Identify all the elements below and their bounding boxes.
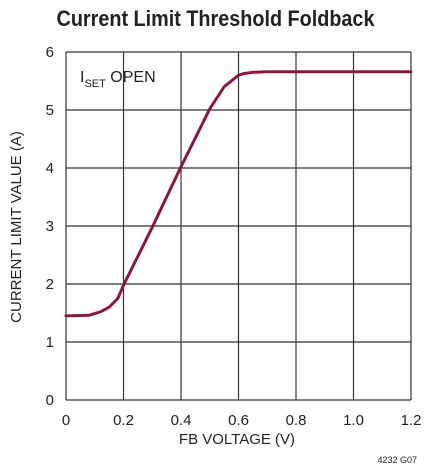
y-tick-label: 5 (46, 102, 54, 119)
y-tick-label: 6 (46, 44, 54, 61)
tick-labels: 0 0.2 0.4 0.6 0.8 1.0 1.2 0 1 2 3 4 5 6 (46, 44, 422, 429)
x-tick-label: 0.4 (171, 412, 192, 429)
figure-code: 4232 G07 (377, 455, 417, 465)
annotation-sub: SET (84, 78, 106, 90)
chart-title: Current Limit Threshold Foldback (56, 6, 375, 31)
x-tick-label: 1.2 (401, 412, 422, 429)
x-tick-label: 0.8 (286, 412, 307, 429)
grid (65, 51, 412, 401)
annotation-rest: OPEN (106, 69, 156, 86)
x-tick-label: 0.6 (228, 412, 249, 429)
x-tick-label: 0.2 (113, 412, 134, 429)
data-layer (64, 70, 413, 318)
annotation-iset-open: ISET OPEN (80, 69, 156, 90)
y-tick-label: 1 (46, 334, 54, 351)
series-line (64, 70, 413, 318)
y-tick-label: 4 (46, 160, 54, 177)
y-tick-label: 2 (46, 276, 54, 293)
y-axis-label: CURRENT LIMIT VALUE (A) (8, 131, 25, 323)
annotation-i: I (80, 69, 84, 86)
x-tick-label: 0 (62, 412, 70, 429)
x-tick-label: 1.0 (343, 412, 364, 429)
x-axis-label: FB VOLTAGE (V) (179, 431, 295, 448)
y-tick-label: 3 (46, 218, 54, 235)
y-tick-label: 0 (46, 392, 54, 409)
